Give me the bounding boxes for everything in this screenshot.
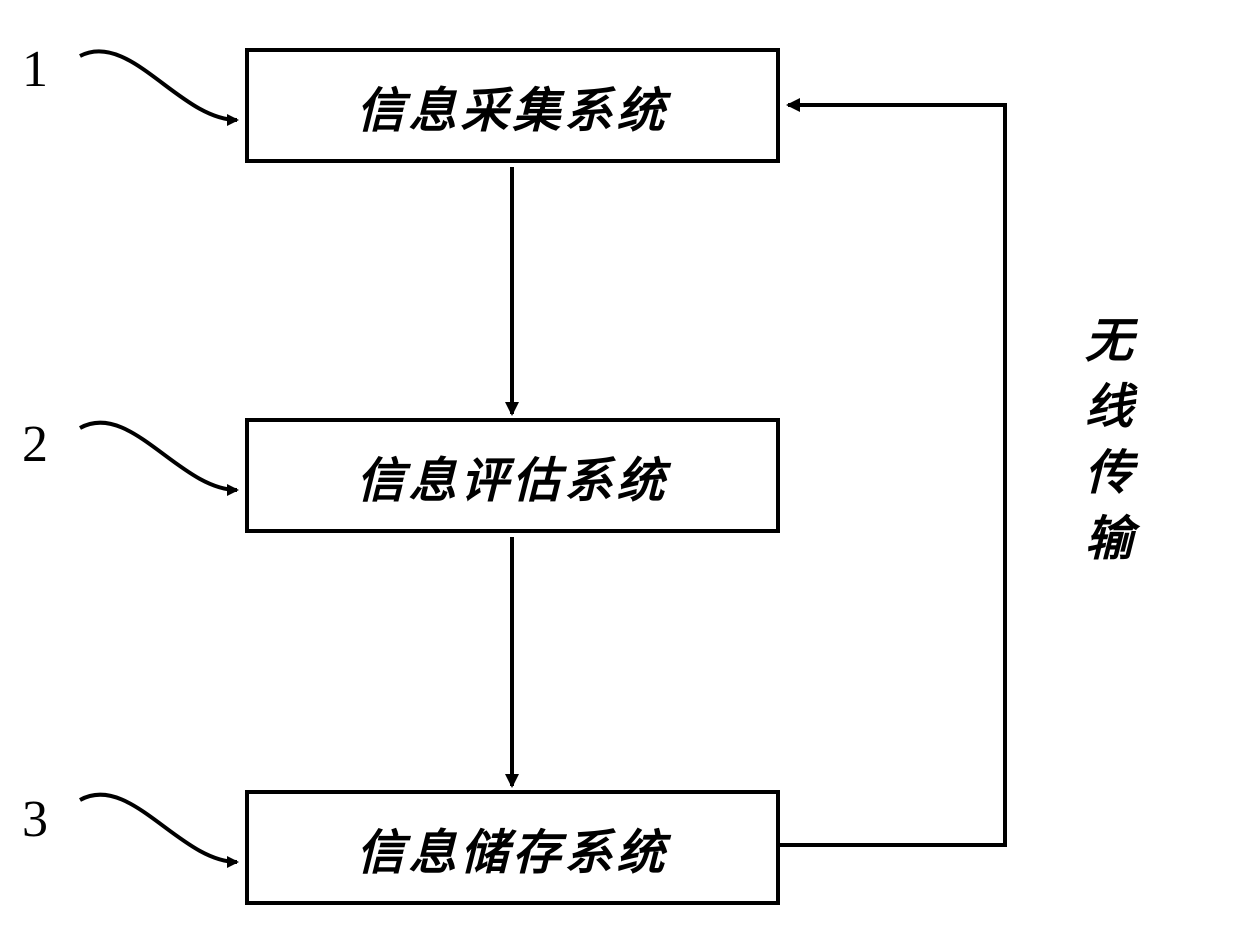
pointer-curve <box>80 423 237 490</box>
feedback-edge <box>780 105 1005 845</box>
flow-box-box3: 信息储存系统 <box>245 790 780 905</box>
flow-box-box1: 信息采集系统 <box>245 48 780 163</box>
label-curves <box>80 51 237 862</box>
node-number-2: 2 <box>22 415 48 474</box>
pointer-curve <box>80 51 237 120</box>
feedback-path <box>780 105 1005 845</box>
flow-box-label: 信息采集系统 <box>356 71 668 141</box>
node-number-3: 3 <box>22 790 48 849</box>
flow-box-box2: 信息评估系统 <box>245 418 780 533</box>
node-number-1: 1 <box>22 40 48 99</box>
pointer-curve <box>80 795 237 862</box>
flow-box-label: 信息评估系统 <box>356 441 668 511</box>
flowchart-diagram: 信息采集系统 1 信息评估系统 2 信息储存系统 3 无线传输 <box>0 0 1240 946</box>
side-label-wireless: 无线传输 <box>1068 315 1138 579</box>
flow-box-label: 信息储存系统 <box>356 813 668 883</box>
